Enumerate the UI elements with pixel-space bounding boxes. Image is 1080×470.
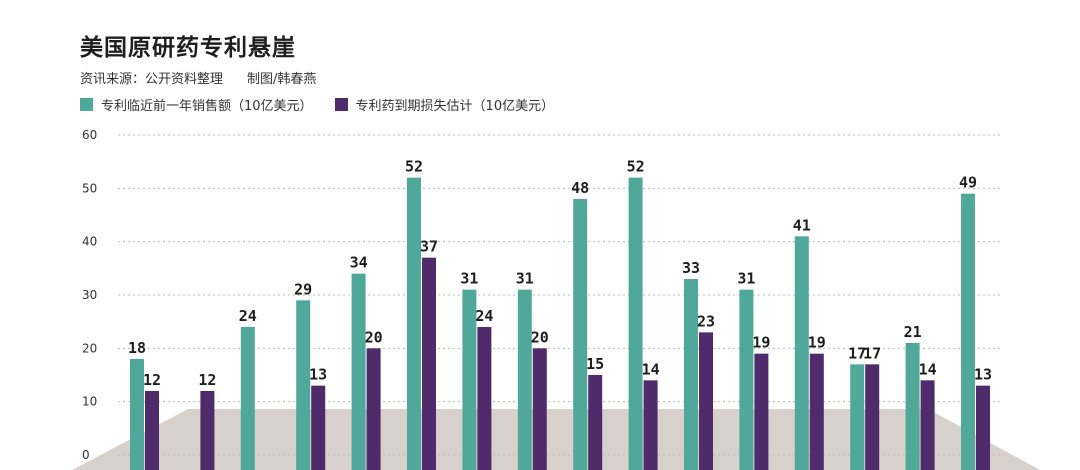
legend-swatch-loss	[334, 98, 348, 111]
data-label-loss-7: 20	[531, 328, 549, 346]
legend-item-sales: 专利临近前一年销售额（10亿美元）	[80, 95, 313, 114]
bar-sales-9	[628, 177, 643, 470]
bar-loss-9	[643, 380, 658, 470]
bar-loss-13	[865, 364, 880, 470]
data-label-sales-15: 49	[959, 174, 977, 192]
bar-loss-8	[588, 375, 603, 470]
bar-loss-5	[422, 257, 436, 470]
data-label-sales-13: 17	[848, 344, 866, 362]
bar-sales-0	[130, 359, 144, 470]
bar-loss-12	[809, 353, 824, 470]
bar-sales-8	[573, 199, 588, 470]
data-label-loss-3: 13	[309, 366, 327, 384]
data-label-loss-13: 17	[863, 344, 881, 362]
data-label-sales-0: 18	[128, 339, 146, 357]
data-label-loss-10: 23	[697, 312, 715, 330]
legend-label-sales: 专利临近前一年销售额（10亿美元）	[101, 99, 313, 114]
data-label-loss-15: 13	[974, 366, 992, 384]
bar-loss-14	[920, 380, 935, 470]
y-tick-label-20: 20	[82, 341, 97, 355]
bar-sales-12	[794, 236, 809, 470]
y-tick-label-40: 40	[82, 235, 97, 249]
legend-label-loss: 专利药到期损失估计（10亿美元）	[355, 99, 555, 114]
data-label-loss-12: 19	[808, 334, 826, 352]
data-label-sales-12: 41	[793, 216, 811, 234]
legend: 专利临近前一年销售额（10亿美元） 专利药到期损失估计（10亿美元）	[80, 95, 576, 114]
bar-sales-5	[407, 177, 421, 470]
bar-sales-3	[296, 300, 311, 470]
legend-item-loss: 专利药到期损失估计（10亿美元）	[334, 95, 555, 114]
data-label-loss-6: 24	[475, 307, 493, 325]
data-label-loss-4: 20	[365, 328, 383, 346]
data-label-loss-1: 12	[198, 371, 216, 389]
bar-loss-10	[699, 332, 713, 470]
bar-loss-4	[366, 348, 381, 470]
data-label-loss-0: 12	[143, 371, 161, 389]
bar-sales-11	[739, 289, 754, 470]
data-label-sales-7: 31	[516, 270, 534, 288]
data-label-sales-3: 29	[294, 280, 312, 298]
data-label-sales-2: 24	[239, 307, 257, 325]
data-label-sales-6: 31	[460, 270, 478, 288]
y-tick-label-60: 60	[82, 128, 97, 142]
credit-text: 制图/韩春燕	[247, 72, 317, 87]
data-label-sales-9: 52	[627, 158, 645, 176]
y-tick-label-10: 10	[82, 395, 97, 409]
chart-title: 美国原研药专利悬崖	[80, 35, 296, 61]
data-label-loss-11: 19	[752, 334, 770, 352]
bar-sales-10	[684, 279, 698, 470]
bar-sales-14	[905, 343, 920, 470]
data-label-loss-14: 14	[919, 360, 937, 378]
bar-loss-11	[754, 353, 769, 470]
y-tick-label-50: 50	[82, 181, 97, 195]
data-label-sales-8: 48	[571, 179, 589, 197]
y-tick-label-30: 30	[82, 288, 97, 302]
data-label-sales-5: 52	[405, 158, 423, 176]
data-label-loss-9: 14	[642, 360, 660, 378]
legend-swatch-sales	[80, 98, 93, 111]
data-label-sales-10: 33	[682, 259, 700, 277]
bar-sales-6	[462, 289, 477, 470]
bar-loss-6	[477, 327, 492, 470]
bar-sales-15	[961, 193, 975, 470]
bar-sales-4	[351, 273, 366, 470]
source-line: 资讯来源：公开资料整理 制图/韩春燕	[80, 68, 340, 87]
bar-loss-3	[311, 385, 326, 470]
bar-loss-0	[145, 391, 159, 470]
bar-sales-2	[240, 327, 255, 470]
bar-loss-15	[976, 385, 990, 470]
data-label-sales-11: 31	[737, 270, 755, 288]
data-label-loss-8: 15	[586, 355, 604, 373]
y-tick-label-0: 0	[82, 448, 90, 462]
bar-loss-1	[200, 391, 215, 470]
bar-sales-13	[850, 364, 865, 470]
floor-platform	[72, 409, 1040, 470]
data-label-sales-14: 21	[904, 323, 922, 341]
data-label-sales-4: 34	[350, 254, 368, 272]
source-text: 资讯来源：公开资料整理	[80, 72, 224, 87]
bar-loss-7	[532, 348, 547, 470]
bar-sales-7	[517, 289, 532, 470]
data-label-loss-5: 37	[420, 238, 438, 256]
